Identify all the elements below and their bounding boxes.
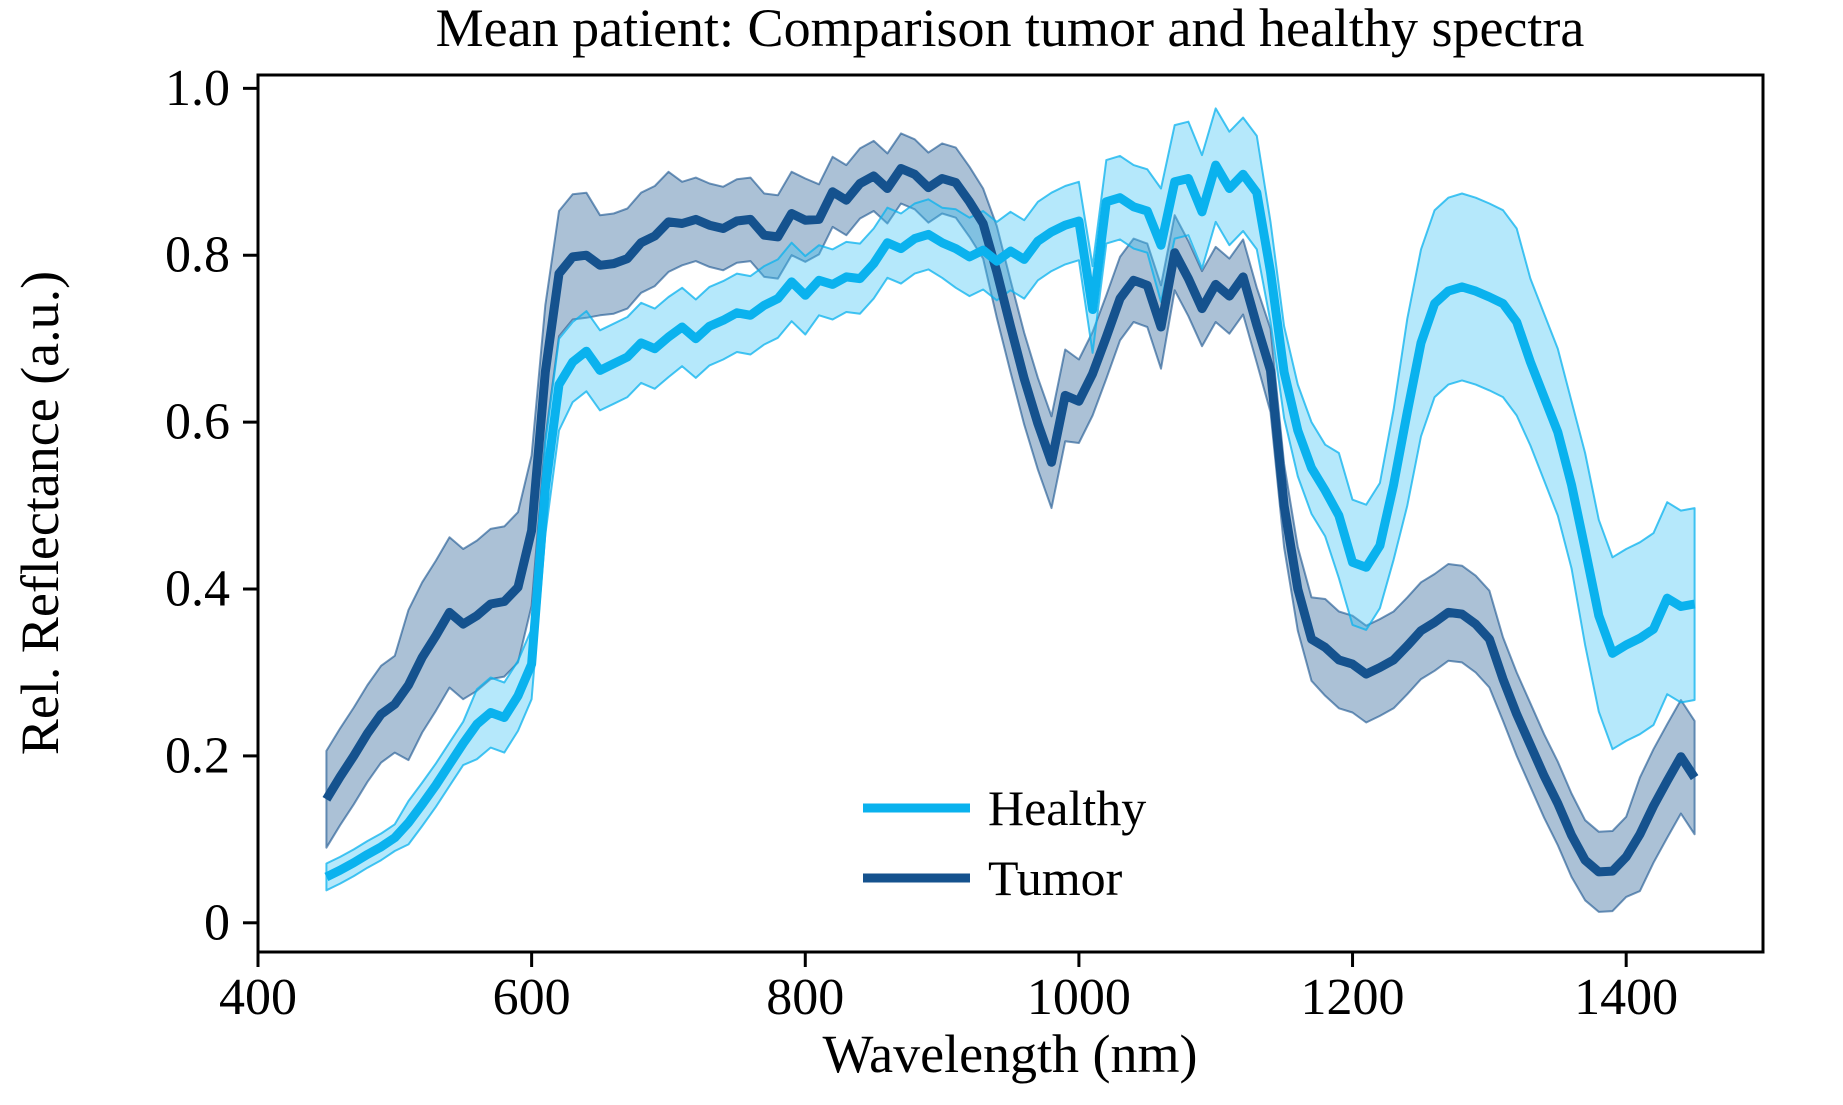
healthy-uncertainty-band	[325, 107, 1696, 892]
x-tick-label: 1400	[1574, 969, 1678, 1026]
x-tick-label: 1200	[1301, 969, 1405, 1026]
tumor-uncertainty-band	[325, 132, 1696, 913]
y-axis-label: Rel. Reflectance (a.u.)	[10, 271, 70, 755]
legend: Healthy Tumor	[863, 780, 1146, 906]
legend-label-healthy: Healthy	[988, 780, 1146, 836]
healthy-mean-line	[324, 160, 1696, 881]
y-tick-label: 0.8	[165, 227, 230, 284]
y-tick-label: 0.4	[165, 561, 230, 618]
y-tick-label: 1.0	[165, 60, 230, 117]
tumor-mean-line	[322, 164, 1699, 877]
x-tick-label: 800	[766, 969, 844, 1026]
plot-area: 400 600 800 1000 1200 1400 0 0.2 0.4 0.6 0.8 1.0	[165, 60, 1699, 1026]
y-tick-label: 0.2	[165, 727, 230, 784]
y-tick-label: 0	[204, 894, 230, 951]
x-tick-label: 600	[493, 969, 571, 1026]
x-tick-label: 400	[219, 969, 297, 1026]
plot-border	[256, 73, 1765, 954]
legend-label-tumor: Tumor	[988, 850, 1123, 906]
chart-title: Mean patient: Comparison tumor and healt…	[436, 0, 1585, 58]
x-axis-label: Wavelength (nm)	[822, 1024, 1197, 1084]
y-tick-label: 0.6	[165, 394, 230, 451]
x-tick-label: 1000	[1027, 969, 1131, 1026]
